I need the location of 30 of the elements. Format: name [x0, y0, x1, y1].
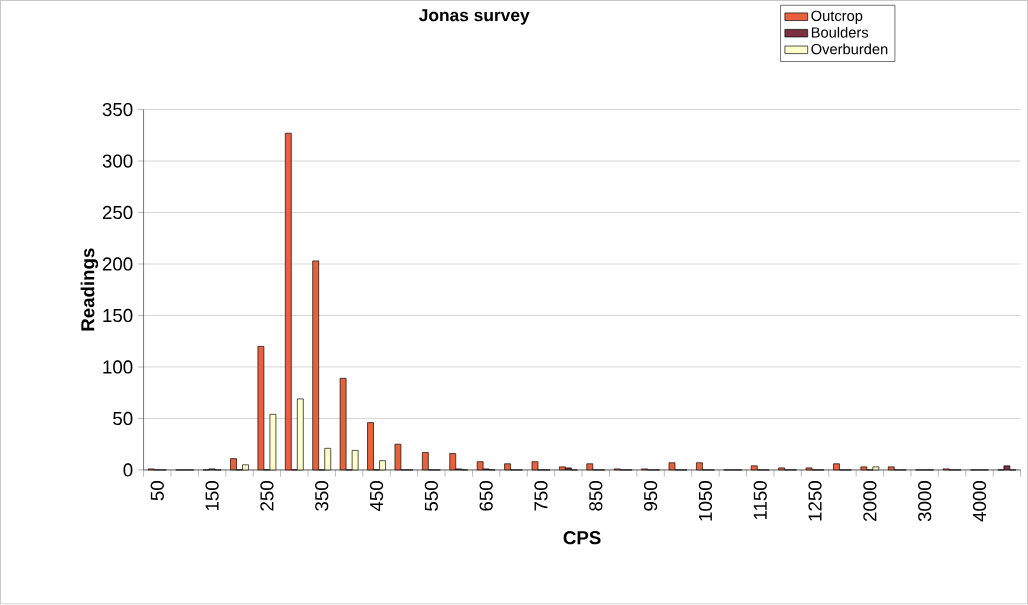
- x-tick-label: 2000: [863, 481, 877, 522]
- x-tick-label: 1250: [808, 481, 822, 521]
- legend-label: Boulders: [811, 27, 869, 38]
- x-tick-label: 1150: [753, 481, 767, 520]
- y-tick-label: 50: [113, 412, 133, 426]
- legend-label: Overburden: [811, 43, 888, 55]
- x-tick-label: 250: [260, 481, 274, 511]
- x-tick-label: 650: [479, 481, 493, 511]
- chart-title: Jonas survey: [419, 9, 530, 25]
- x-tick-label: 950: [643, 481, 658, 511]
- y-tick-label: 100: [103, 360, 133, 374]
- x-tick-label: 150: [205, 481, 219, 511]
- y-tick-label: 300: [102, 154, 133, 168]
- x-tick-label: 350: [315, 481, 329, 512]
- y-tick-label: 200: [102, 257, 133, 271]
- x-tick-label: 1050: [698, 481, 713, 521]
- y-tick-label: 150: [103, 309, 133, 323]
- x-tick-label: 4000: [972, 481, 987, 522]
- x-tick-label: 3000: [918, 481, 932, 522]
- x-tick-label: 850: [589, 481, 603, 511]
- y-tick-label: 250: [102, 206, 133, 220]
- x-axis-title: CPS: [563, 531, 601, 545]
- x-tick-label: 450: [369, 481, 384, 512]
- legend-label: Outcrop: [811, 10, 863, 25]
- y-tick-label: 0: [123, 463, 133, 477]
- x-tick-label: 50: [150, 481, 164, 501]
- x-tick-label: 750: [534, 481, 548, 511]
- y-axis-title: Readings: [80, 248, 99, 331]
- y-tick-label: 350: [102, 103, 133, 117]
- x-tick-label: 550: [424, 481, 438, 512]
